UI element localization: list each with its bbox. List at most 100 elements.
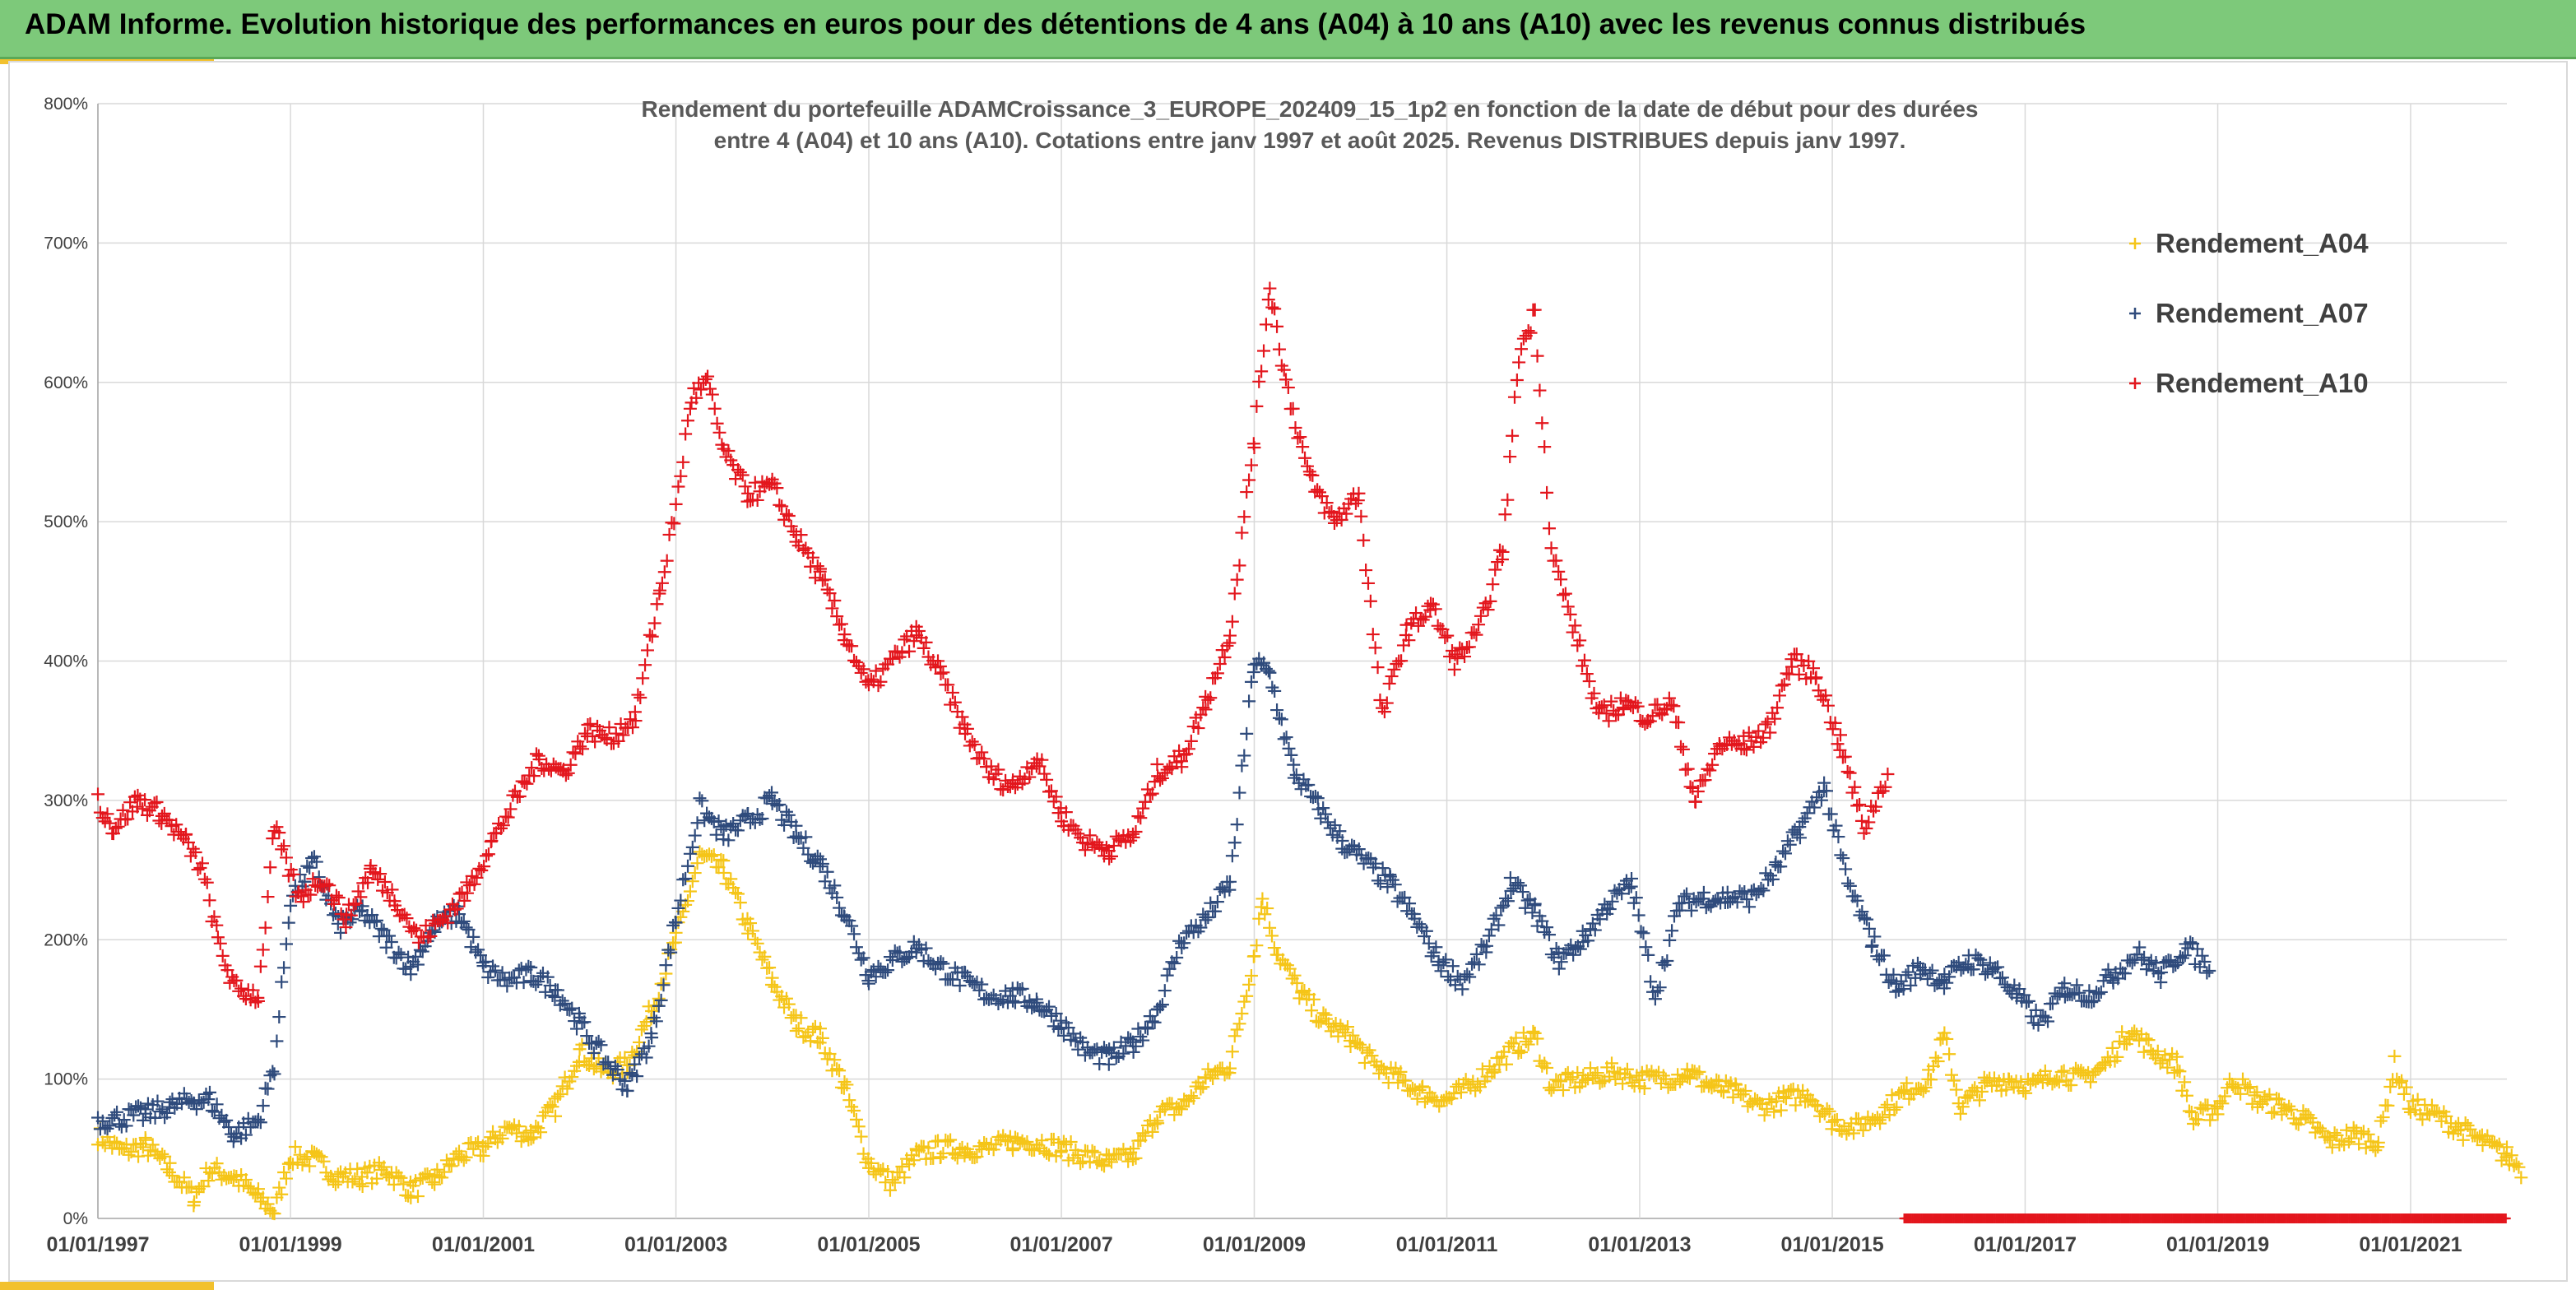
- x-tick-label: 01/01/2011: [1396, 1233, 1498, 1256]
- marker-rendement_a10: [1268, 302, 1282, 316]
- marker-rendement_a07: [2154, 965, 2168, 979]
- marker-rendement_a10: [1131, 810, 1145, 824]
- marker-rendement_a07: [1636, 926, 1650, 940]
- marker-rendement_a10: [965, 735, 979, 749]
- marker-rendement_a10: [1604, 694, 1618, 708]
- marker-rendement_a04: [2182, 1104, 2196, 1118]
- marker-rendement_a04: [1949, 1083, 1963, 1097]
- marker-rendement_a10: [1107, 838, 1121, 852]
- marker-rendement_a04: [885, 1173, 899, 1187]
- marker-rendement_a10: [1126, 830, 1140, 844]
- marker-rendement_a10: [703, 382, 717, 396]
- marker-rendement_a07: [1272, 711, 1286, 725]
- marker-rendement_a07: [601, 1056, 615, 1070]
- marker-rendement_a07: [1896, 982, 1910, 996]
- marker-rendement_a07: [1469, 947, 1483, 961]
- marker-rendement_a04: [1942, 1047, 1956, 1061]
- marker-rendement_a07: [374, 921, 388, 935]
- marker-rendement_a07: [1839, 862, 1853, 876]
- marker-rendement_a10: [1416, 613, 1430, 627]
- marker-rendement_a07: [529, 977, 543, 991]
- marker-rendement_a04: [550, 1089, 564, 1103]
- marker-rendement_a04: [2301, 1108, 2315, 1122]
- marker-rendement_a04: [275, 1187, 289, 1201]
- marker-rendement_a07: [881, 963, 895, 977]
- marker-rendement_a04: [122, 1148, 136, 1162]
- marker-rendement_a07: [709, 828, 723, 842]
- marker-rendement_a04: [1961, 1091, 1975, 1105]
- marker-rendement_a04: [267, 1207, 281, 1221]
- marker-rendement_a04: [397, 1177, 411, 1191]
- marker-rendement_a04: [1975, 1084, 1989, 1098]
- marker-rendement_a07: [1868, 930, 1882, 944]
- marker-rendement_a04: [328, 1177, 342, 1191]
- marker-rendement_a10: [1580, 667, 1594, 681]
- marker-rendement_a07: [1209, 904, 1223, 918]
- marker-rendement_a07: [2198, 955, 2212, 969]
- x-tick-label: 01/01/2005: [817, 1233, 920, 1256]
- marker-rendement_a10: [1450, 652, 1464, 666]
- marker-rendement_a10: [1853, 797, 1867, 811]
- marker-rendement_a10: [400, 912, 414, 926]
- marker-rendement_a04: [438, 1165, 452, 1179]
- marker-rendement_a04: [1516, 1026, 1530, 1040]
- marker-rendement_a07: [1463, 970, 1477, 984]
- marker-rendement_a10: [1674, 740, 1687, 754]
- marker-rendement_a10: [667, 517, 681, 531]
- marker-rendement_a04: [717, 854, 731, 868]
- chart: 0% 100% 200% 300% 400% 500% 600% 700% 800% 01/01/…: [44, 95, 2528, 1256]
- marker-rendement_a10: [773, 498, 787, 512]
- marker-rendement_a10: [1255, 364, 1269, 378]
- marker-rendement_a07: [1776, 844, 1790, 858]
- marker-rendement_a10: [674, 469, 688, 483]
- marker-rendement_a10: [1698, 773, 1712, 787]
- marker-rendement_a07: [251, 1112, 265, 1126]
- marker-rendement_a07: [1933, 974, 1947, 988]
- marker-rendement_a04: [782, 997, 796, 1011]
- marker-rendement_a10: [1573, 633, 1587, 647]
- marker-rendement_a04: [789, 1023, 803, 1037]
- marker-rendement_a07: [1140, 1022, 1154, 1036]
- marker-rendement_a07: [1684, 903, 1698, 917]
- marker-rendement_a07: [383, 929, 397, 943]
- marker-rendement_a10: [1357, 533, 1371, 547]
- marker-rendement_a10: [770, 481, 784, 495]
- marker-rendement_a04: [2208, 1102, 2222, 1116]
- marker-rendement_a10: [1854, 814, 1868, 828]
- marker-rendement_a04: [1358, 1056, 1372, 1070]
- marker-rendement_a04: [1186, 1091, 1200, 1105]
- marker-rendement_a10: [1204, 691, 1218, 705]
- marker-rendement_a07: [1170, 951, 1184, 965]
- marker-rendement_a04: [136, 1140, 150, 1154]
- marker-rendement_a10: [919, 635, 933, 649]
- marker-rendement_a04: [2064, 1079, 2078, 1092]
- marker-rendement_a04: [210, 1157, 224, 1171]
- marker-rendement_a10: [1298, 451, 1312, 465]
- marker-rendement_a07: [272, 1010, 286, 1024]
- marker-rendement_a07: [810, 849, 824, 863]
- marker-rendement_a04: [146, 1138, 160, 1152]
- marker-rendement_a04: [1929, 1051, 1942, 1065]
- marker-rendement_a04: [2383, 1080, 2397, 1094]
- marker-rendement_a10: [213, 936, 227, 950]
- marker-rendement_a04: [1394, 1065, 1408, 1079]
- marker-rendement_a04: [277, 1165, 291, 1179]
- marker-rendement_a07: [384, 935, 398, 949]
- marker-rendement_a04: [2191, 1113, 2205, 1127]
- marker-rendement_a10: [286, 867, 300, 881]
- marker-rendement_a07: [2178, 949, 2192, 963]
- marker-rendement_a10: [246, 983, 260, 997]
- marker-rendement_a07: [1501, 894, 1515, 908]
- marker-rendement_a07: [1920, 972, 1934, 986]
- marker-rendement_a04: [1588, 1069, 1602, 1083]
- banner-title: ADAM Informe. Evolution historique des p…: [25, 8, 2086, 40]
- marker-rendement_a10: [955, 710, 969, 724]
- marker-rendement_a07: [1790, 828, 1804, 842]
- marker-rendement_a04: [779, 991, 793, 1005]
- marker-rendement_a07: [2101, 963, 2115, 977]
- marker-rendement_a10: [220, 963, 234, 977]
- marker-rendement_a10: [1488, 563, 1502, 577]
- marker-rendement_a07: [303, 861, 317, 875]
- marker-rendement_a04: [895, 1160, 909, 1174]
- marker-rendement_a07: [1274, 712, 1288, 726]
